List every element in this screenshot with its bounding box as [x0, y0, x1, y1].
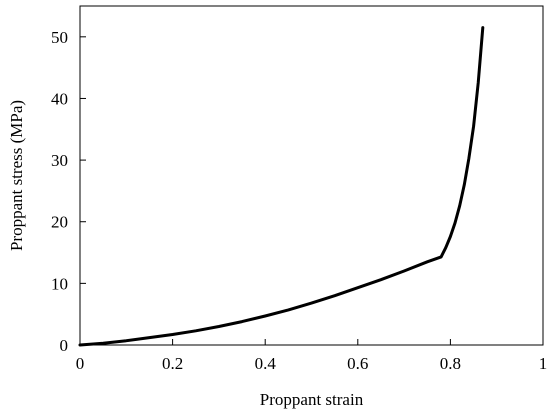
x-tick-label: 0.8	[440, 354, 461, 373]
y-tick-label: 0	[60, 336, 69, 355]
y-tick-label: 30	[51, 151, 68, 170]
y-axis-label: Proppant stress (MPa)	[7, 100, 26, 251]
x-tick-label: 0.2	[162, 354, 183, 373]
plot-frame	[79, 5, 544, 346]
y-tick-label: 50	[51, 28, 68, 47]
x-tick-label: 0.6	[347, 354, 368, 373]
x-axis-ticks: 0 0.2 0.4 0.6 0.8 1	[76, 339, 548, 373]
x-tick-label: 0	[76, 354, 85, 373]
stress-strain-curve	[78, 26, 485, 347]
x-tick-label: 0.4	[255, 354, 277, 373]
y-tick-label: 20	[51, 213, 68, 232]
x-axis-label: Proppant strain	[260, 390, 364, 409]
y-axis-ticks: 0 10 20 30 40 50	[51, 28, 86, 355]
series-layer	[78, 26, 485, 347]
x-tick-label: 1	[539, 354, 548, 373]
y-tick-label: 40	[51, 89, 68, 108]
y-tick-label: 10	[51, 274, 68, 293]
